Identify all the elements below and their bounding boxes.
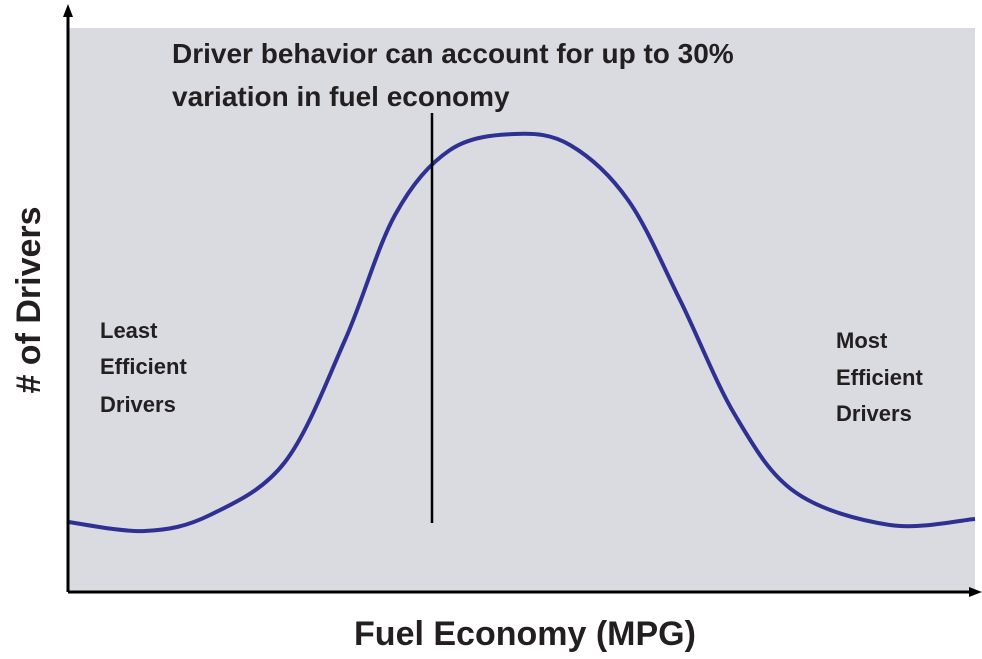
- plot-area: [68, 28, 975, 592]
- right-label-line: Efficient: [836, 365, 923, 390]
- x-axis-arrow: [969, 587, 982, 597]
- title-line: Driver behavior can account for up to 30…: [172, 38, 734, 69]
- y-axis-label: # of Drivers: [10, 206, 48, 393]
- title-line: variation in fuel economy: [172, 81, 510, 112]
- left-label-line: Least: [100, 318, 158, 343]
- right-label-line: Drivers: [836, 401, 912, 426]
- left-label-line: Efficient: [100, 354, 187, 379]
- distribution-curve: [67, 131, 976, 534]
- left-label-line: Drivers: [100, 392, 176, 417]
- right-label-line: Most: [836, 328, 888, 353]
- y-axis-arrow: [63, 4, 73, 17]
- x-axis-label: Fuel Economy (MPG): [354, 615, 696, 653]
